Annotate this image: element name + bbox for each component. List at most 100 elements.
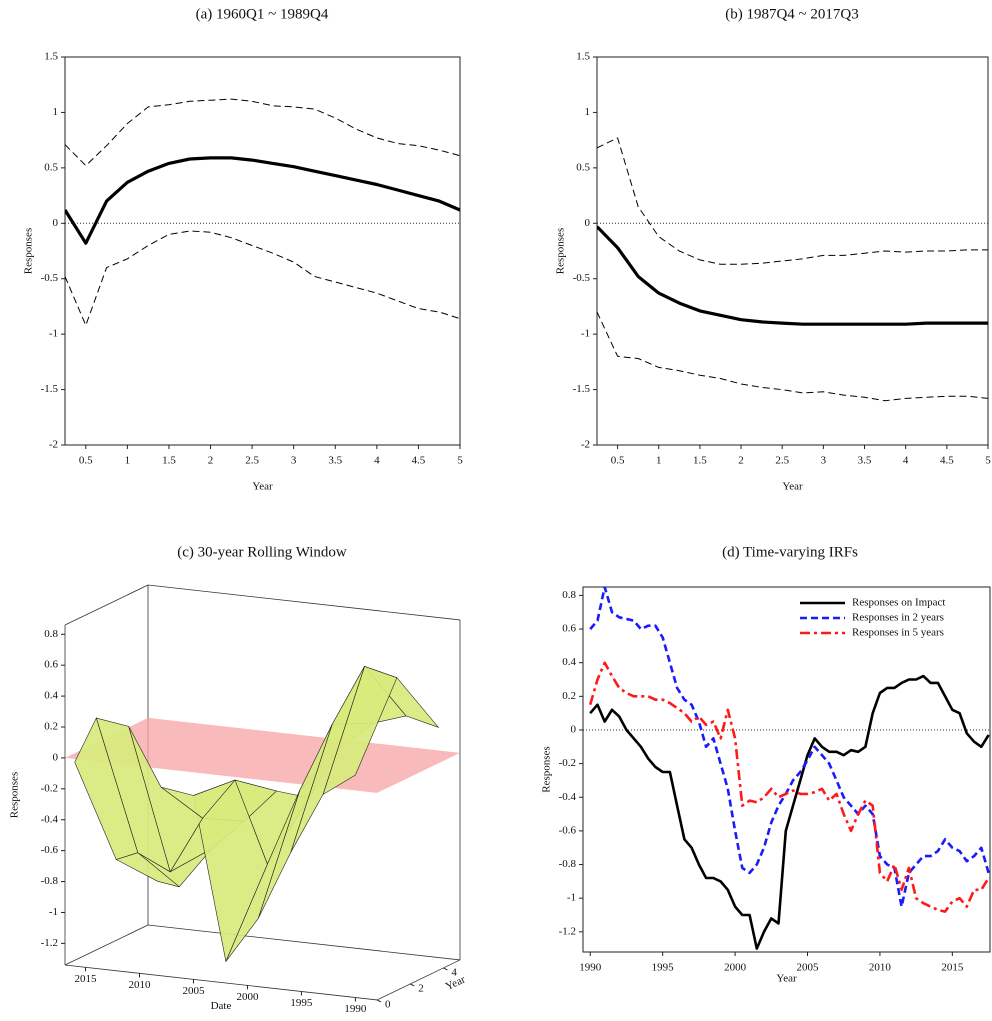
y-tick-label: -0.8 [559,858,577,870]
x-tick-label: 0.5 [79,455,93,467]
plot-frame [64,56,461,446]
series-line [65,230,460,326]
surface-patch [74,717,139,860]
y-tick-label: -1.2 [559,925,576,937]
plot-frame [596,56,989,446]
x-tick-label: 3 [821,455,827,467]
y-tick-label: -0.5 [573,272,591,284]
z-tick-label: -0.2 [41,782,58,794]
plot-frame [582,586,991,953]
x-tick-label: 1 [125,455,131,467]
y-tick-label: 4 [451,966,457,978]
y-tick-label: 0.6 [562,623,576,635]
y-tick-label: 0.5 [576,161,590,173]
z-tick-label: -1.2 [41,937,58,949]
y-tick-label: 0 [53,217,59,229]
legend-label: Responses on Impact [852,597,945,609]
box-edge [147,584,461,621]
x-tick-label: 4 [903,455,909,467]
series-line [589,674,990,950]
box-edge [64,964,378,1001]
x-tick-label: 2005 [182,985,205,997]
y-tick [376,999,382,1003]
plot-area [65,98,460,326]
x-tick-label: 2000 [724,962,747,974]
legend-label: Responses in 5 years [852,627,944,639]
y-tick-label: -1.5 [573,383,591,395]
x-tick-label: 3.5 [328,455,342,467]
x-tick-label: 5 [985,455,991,467]
z-tick-label: -0.8 [41,875,59,887]
y-tick-label: -2 [581,439,590,451]
y-tick-label: 2 [418,982,424,994]
y-tick-label: -1.5 [41,383,59,395]
y-tick-label: -1 [49,328,58,340]
y-tick-label: 0 [585,217,591,229]
x-tick-label: 5 [457,455,463,467]
series-line [597,137,988,265]
y-axis-label: Responses [555,228,567,274]
chart-title: (c) 30-year Rolling Window [177,544,347,560]
x-tick-label: 2015 [941,962,964,974]
x-axis-label: Year [776,973,797,985]
y-tick-label: 0.8 [562,589,576,601]
y-tick-label: -1 [581,328,590,340]
series-line [65,98,460,167]
z-tick-label: 0.4 [44,690,58,702]
y-axis-label: Year [444,973,468,993]
x-tick-label: 1990 [579,962,602,974]
y-axis-label: Responses [541,746,553,792]
series-line [597,225,988,326]
y-tick-label: -0.2 [559,757,576,769]
legend-label: Responses in 2 years [852,612,944,624]
x-tick-label: 4 [374,455,380,467]
y-tick-label: 0.2 [562,690,576,702]
x-tick-label: 2.5 [775,455,789,467]
y-tick-label: -0.6 [559,824,577,836]
x-tick-label: 2 [738,455,744,467]
x-tick-label: 1990 [344,1003,367,1015]
y-tick-label: 1 [53,106,59,118]
series-line [597,311,988,402]
x-tick-label: 1995 [290,997,313,1009]
box-edge [376,959,461,1001]
plot-area [588,587,990,950]
x-tick-label: 2010 [869,962,892,974]
y-tick-label: 0 [571,724,577,736]
chart-title: (d) Time-varying IRFs [722,544,858,560]
x-tick-label: 2010 [128,979,151,991]
chart-title: (a) 1960Q1 ~ 1989Q4 [196,6,329,22]
z-tick-label: 0.6 [44,659,58,671]
box-edge [147,924,461,961]
y-tick-label: 0 [385,998,391,1010]
y-tick-label: 1 [585,106,591,118]
z-tick-label: -1 [49,906,58,918]
y-axis-label: Responses [23,228,35,274]
x-tick-label: 1 [656,455,662,467]
z-tick-label: 0.2 [44,721,58,733]
x-tick-label: 3 [291,455,297,467]
x-axis-label: Year [782,481,803,493]
y-tick-label: -1 [567,892,576,904]
series-line [589,587,990,908]
x-tick-label: 2005 [797,962,820,974]
z-axis-label: Responses [9,772,21,818]
y-tick [443,967,448,971]
x-tick-label: 0.5 [611,455,625,467]
z-tick-label: 0 [53,751,59,763]
x-tick-label: 4.5 [412,455,426,467]
chart-title: (b) 1987Q4 ~ 2017Q3 [725,6,859,22]
y-tick-label: 0.4 [562,656,576,668]
y-tick [409,983,415,987]
y-tick-label: -0.4 [559,791,577,803]
x-tick-label: 2000 [236,991,259,1003]
x-tick-label: 1.5 [693,455,707,467]
y-tick-label: 0.5 [44,161,58,173]
plot-area [597,137,988,402]
box-edge [64,584,149,626]
x-axis-label: Date [211,1000,232,1012]
zero-plane [65,717,460,793]
x-tick-label: 1995 [652,962,675,974]
x-tick-label: 4.5 [940,455,954,467]
x-axis-label: Year [252,481,273,493]
